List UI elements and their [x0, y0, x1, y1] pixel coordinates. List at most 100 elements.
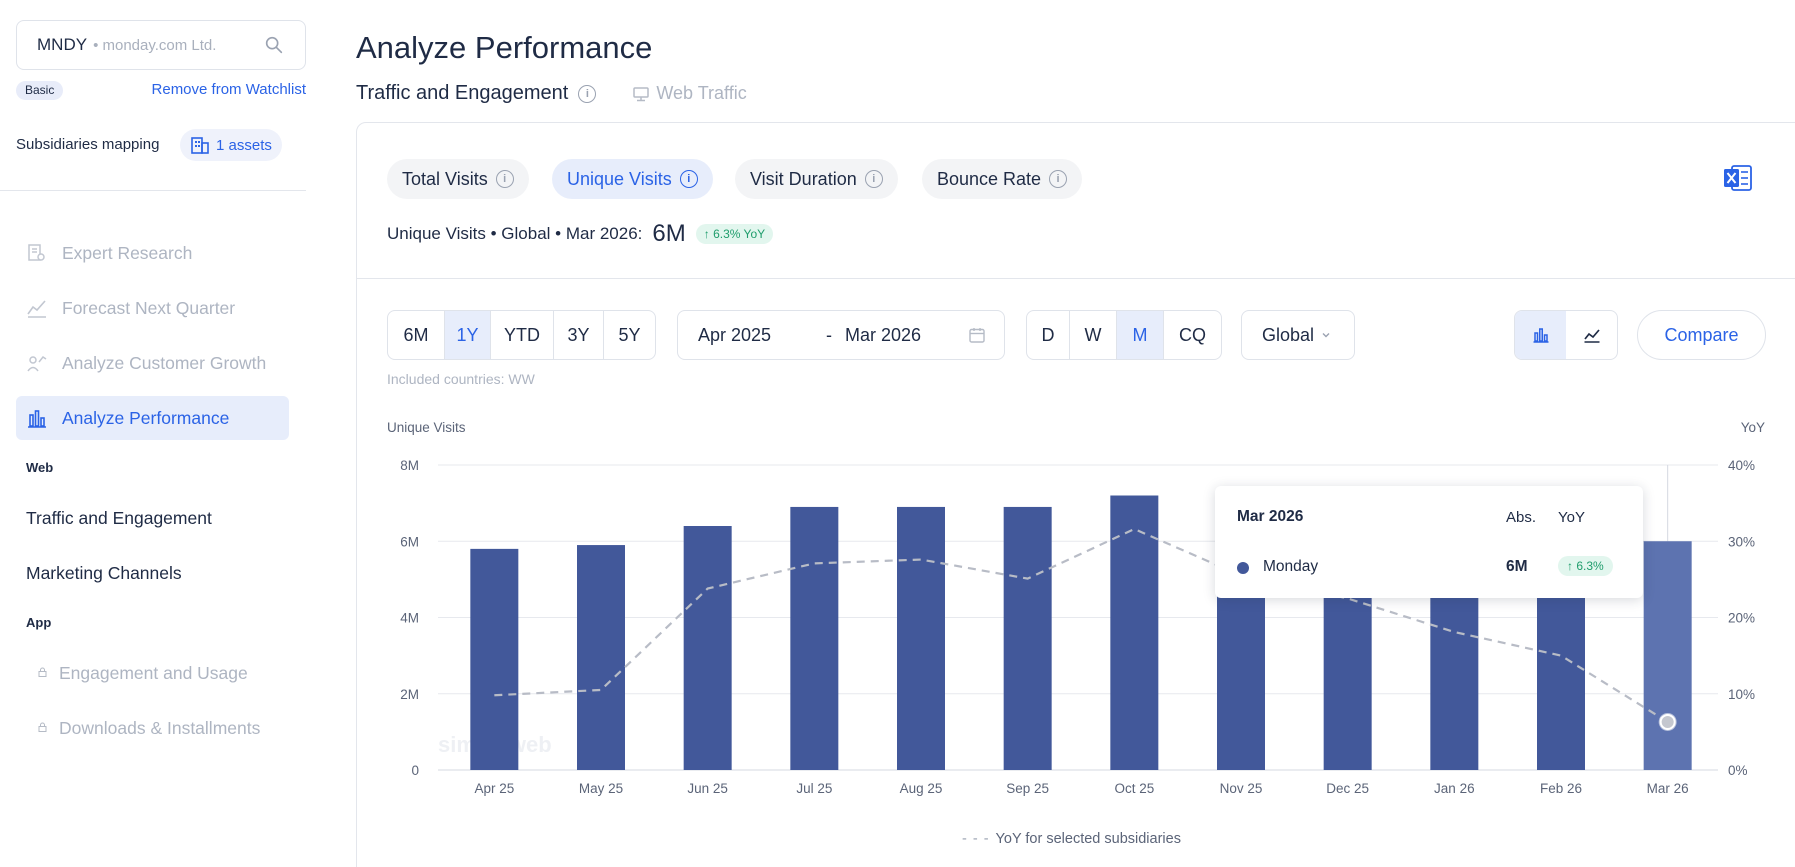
customer-growth-icon	[26, 352, 48, 374]
nav-label: Engagement and Usage	[59, 663, 248, 683]
section-subtitle: Traffic and Engagement i Web Traffic	[356, 82, 747, 105]
subtitle-label: Traffic and Engagement	[356, 82, 569, 104]
sidebar: MNDY • monday.com Ltd. Basic Remove from…	[0, 0, 306, 867]
plan-badge: Basic	[16, 81, 64, 100]
line-view-button[interactable]	[1566, 311, 1617, 359]
nav-downloads-installments[interactable]: Downloads & Installments	[38, 718, 260, 739]
y2-axis-ticks: 0% 10% 20% 30% 40%	[1728, 458, 1755, 778]
granularity-day[interactable]: D	[1027, 311, 1070, 359]
y-tick-label: 2M	[400, 687, 419, 702]
nav-forecast-next-quarter[interactable]: Forecast Next Quarter	[16, 286, 289, 330]
tooltip-series-dot	[1237, 562, 1249, 574]
x-tick-label: Mar 26	[1647, 781, 1689, 796]
tab-bounce-rate[interactable]: Bounce Rate i	[922, 159, 1083, 199]
subsidiaries-label: Subsidiaries mapping	[16, 136, 160, 153]
lock-icon	[38, 667, 47, 680]
y-tick-label: 6M	[400, 534, 419, 549]
tab-label: Total Visits	[402, 168, 488, 189]
building-icon	[191, 137, 209, 154]
x-tick-label: Nov 25	[1220, 781, 1263, 796]
x-tick-label: Jul 25	[796, 781, 832, 796]
company-label: • monday.com Ltd.	[93, 36, 217, 54]
assets-button[interactable]: 1 assets	[180, 129, 282, 161]
tooltip-value: 6M	[1506, 558, 1528, 575]
search-icon[interactable]	[263, 34, 285, 56]
bar	[1003, 506, 1052, 770]
tab-total-visits[interactable]: Total Visits i	[387, 159, 529, 199]
bar	[1643, 541, 1692, 770]
info-icon[interactable]: i	[578, 84, 597, 103]
granularity-quarter[interactable]: CQ	[1179, 324, 1206, 345]
x-tick-label: Jan 26	[1434, 781, 1475, 796]
chart-tooltip: Mar 2026 Abs. YoY Monday 6M ↑ 6.3%	[1215, 486, 1643, 598]
region-dropdown[interactable]: Global	[1241, 310, 1355, 360]
info-icon[interactable]: i	[1049, 170, 1068, 188]
legend-dash-marker: - - -	[962, 831, 990, 847]
bar-chart-icon	[26, 407, 48, 429]
bar	[790, 506, 839, 770]
granularity-month[interactable]: M	[1117, 311, 1164, 359]
bar-series	[470, 495, 1692, 770]
info-icon[interactable]: i	[495, 170, 514, 188]
x-tick-label: Sep 25	[1006, 781, 1049, 796]
x-axis-ticks: Apr 25 May 25 Jun 25 Jul 25 Aug 25 Sep 25 Oct …	[474, 781, 1688, 796]
bar-view-button[interactable]	[1515, 311, 1566, 359]
unique-visits-chart: Unique Visits YoY 0 2M 4M 6M 8M 0% 10% 20% 30% 4…	[387, 420, 1765, 796]
time-range-selector: 6M 1Y YTD 3Y 5Y	[387, 310, 656, 360]
nav-expert-research[interactable]: Expert Research	[16, 231, 289, 275]
range-5y[interactable]: 5Y	[618, 324, 641, 345]
y2-tick-label: 20%	[1728, 611, 1755, 626]
tooltip-col-yoy: YoY	[1558, 509, 1585, 526]
y-axis-ticks: 0 2M 4M 6M 8M	[400, 458, 419, 778]
info-icon[interactable]: i	[679, 170, 698, 188]
nav-engagement-usage[interactable]: Engagement and Usage	[38, 663, 248, 684]
bar	[1110, 495, 1159, 770]
excel-export-icon[interactable]	[1723, 164, 1753, 192]
bar	[897, 506, 945, 770]
nav-label: Forecast Next Quarter	[62, 297, 236, 318]
remove-watchlist-link[interactable]: Remove from Watchlist	[151, 81, 306, 98]
bar-chart-icon	[1533, 328, 1548, 343]
tab-unique-visits[interactable]: Unique Visits i	[552, 159, 713, 199]
x-tick-label: May 25	[579, 781, 623, 796]
tooltip-series-name: Monday	[1263, 558, 1319, 575]
yoy-line-series	[494, 527, 1677, 731]
nav-label: Expert Research	[62, 242, 193, 263]
region-value: Global	[1262, 324, 1315, 345]
bar	[577, 545, 625, 770]
asset-search-box[interactable]: MNDY • monday.com Ltd.	[16, 20, 306, 70]
x-tick-label: Aug 25	[900, 781, 943, 796]
web-traffic-source: Web Traffic	[632, 83, 747, 104]
range-1y[interactable]: 1Y	[445, 311, 491, 359]
app-section-heading: App	[26, 615, 52, 630]
compare-button[interactable]: Compare	[1637, 310, 1766, 360]
range-6m[interactable]: 6M	[388, 311, 445, 359]
date-separator: -	[826, 324, 832, 345]
metric-summary: Unique Visits • Global • Mar 2026: 6M ↑ …	[387, 220, 774, 248]
date-range-picker[interactable]: Apr 2025 - Mar 2026	[677, 310, 1005, 360]
nav-marketing-channels[interactable]: Marketing Channels	[26, 563, 182, 583]
nav-label: Downloads & Installments	[59, 718, 261, 738]
summary-yoy-badge: ↑ 6.3% YoY	[695, 224, 774, 244]
calendar-icon	[969, 328, 985, 343]
tab-visit-duration[interactable]: Visit Duration i	[735, 159, 898, 199]
nav-traffic-engagement[interactable]: Traffic and Engagement	[26, 508, 212, 528]
range-3y[interactable]: 3Y	[554, 311, 604, 359]
nav-analyze-customer-growth[interactable]: Analyze Customer Growth	[16, 341, 289, 385]
tab-label: Visit Duration	[750, 168, 857, 189]
y2-tick-label: 0%	[1728, 763, 1748, 778]
card-divider	[357, 278, 1795, 279]
x-tick-label: Feb 26	[1540, 781, 1582, 796]
y-tick-label: 0	[411, 763, 419, 778]
y-tick-label: 8M	[400, 458, 419, 473]
nav-analyze-performance[interactable]: Analyze Performance	[16, 396, 289, 440]
nav-label: Analyze Customer Growth	[62, 352, 267, 373]
included-countries: Included countries: WW	[387, 371, 535, 387]
chevron-down-icon	[1322, 333, 1330, 338]
info-icon[interactable]: i	[864, 170, 883, 188]
granularity-week[interactable]: W	[1070, 311, 1117, 359]
range-ytd[interactable]: YTD	[491, 311, 554, 359]
x-tick-label: Oct 25	[1114, 781, 1154, 796]
monitor-icon	[633, 86, 650, 101]
ticker-label: MNDY	[37, 35, 88, 54]
